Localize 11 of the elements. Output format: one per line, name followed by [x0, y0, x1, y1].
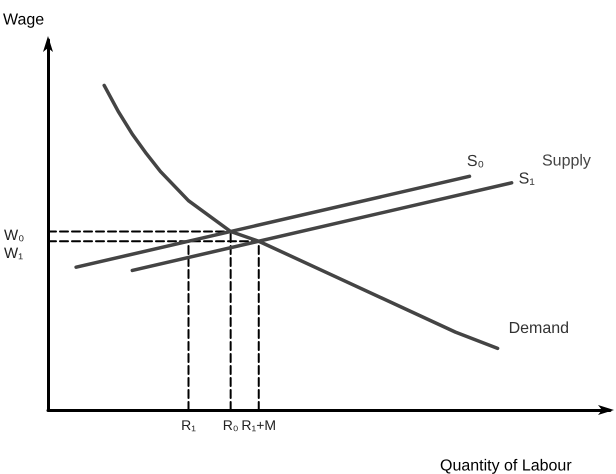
y-axis-title: Wage: [3, 12, 44, 28]
annotation: Supply: [542, 152, 591, 170]
text: W₁: [4, 245, 24, 262]
text: W₀: [4, 227, 24, 244]
x-tick-label: R₀: [222, 417, 239, 433]
x-tick-label: R₁: [181, 417, 196, 433]
x-axis-title: Quantity of Labour: [440, 458, 572, 474]
series-label: S₁: [518, 170, 535, 188]
series-label: Demand: [508, 320, 570, 337]
series-label: S₀: [466, 152, 484, 170]
x-tick-label: R₁+M: [241, 417, 276, 433]
